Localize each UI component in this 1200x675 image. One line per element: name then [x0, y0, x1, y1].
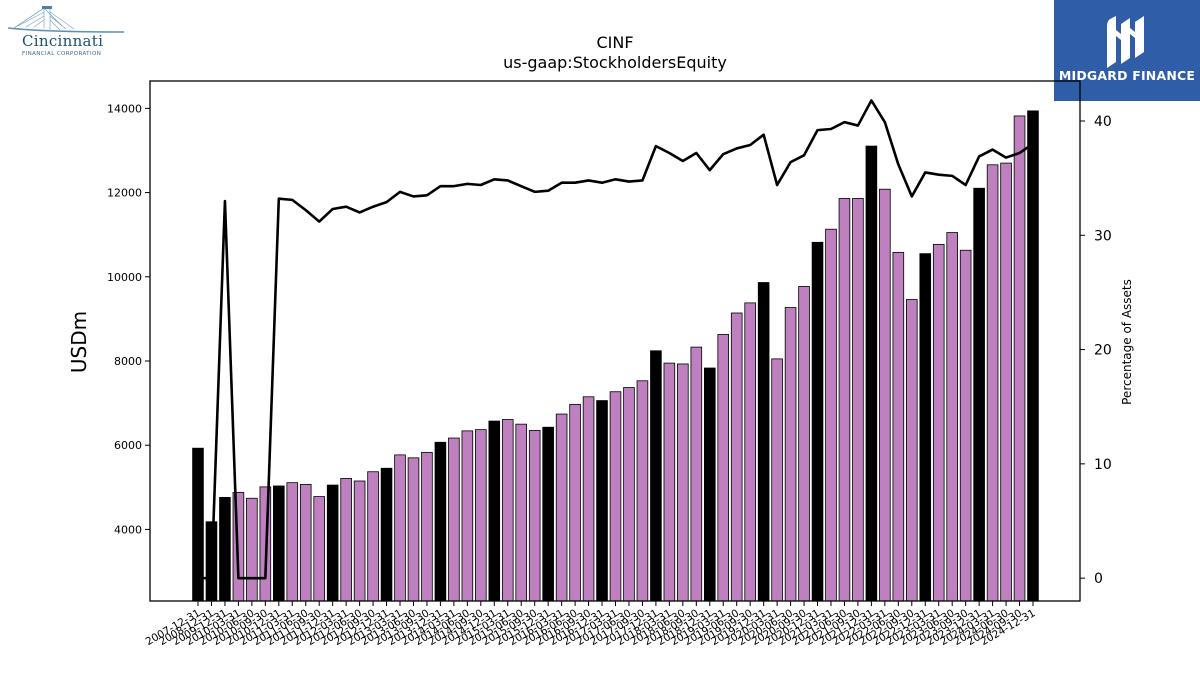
bar: [326, 484, 339, 602]
bar: [515, 423, 528, 602]
bar: [623, 387, 635, 602]
bar: [609, 391, 622, 602]
plot-frame: [149, 80, 1081, 602]
bar: [246, 497, 258, 602]
chart-subtitle: us-gaap:StockholdersEquity: [503, 53, 727, 72]
x-axis: 2007-12-312008-12-312009-12-312010-03-31…: [144, 601, 1038, 648]
y2-tick-label: 40: [1094, 114, 1112, 130]
bar: [421, 451, 433, 602]
bar: [596, 400, 608, 602]
bar: [852, 198, 864, 602]
left-logo-subtitle: FINANCIAL CORPORATION: [22, 51, 102, 57]
bar: [730, 312, 743, 602]
bar: [919, 253, 932, 602]
y2-tick-label: 10: [1094, 457, 1112, 473]
left-logo-name: Cincinnati: [22, 32, 104, 50]
bar: [367, 471, 379, 602]
bar: [407, 457, 420, 602]
y-tick-label: 14000: [107, 102, 142, 115]
bar: [663, 362, 676, 602]
bar: [394, 454, 406, 602]
bar: [448, 437, 460, 602]
y-tick-label: 4000: [114, 523, 142, 536]
bar: [582, 396, 595, 602]
y-axis: 4000 6000 8000 10000 12000 14000: [107, 102, 150, 536]
percentage-line-series: [198, 99, 1034, 580]
bar: [380, 467, 393, 602]
bar: [946, 232, 958, 602]
y-tick-label: 12000: [107, 187, 142, 200]
bar: [299, 483, 312, 602]
bar: [273, 485, 285, 602]
bar: [636, 380, 649, 602]
bar: [650, 350, 662, 602]
bar: [986, 164, 999, 602]
bar: [1000, 162, 1012, 602]
bar: [542, 426, 554, 602]
bar: [973, 187, 985, 602]
bar: [784, 307, 797, 602]
y2-tick-label: 0: [1094, 571, 1103, 587]
y2-axis-label: Percentage of Assets: [1120, 279, 1134, 405]
y-tick-label: 6000: [114, 439, 142, 452]
y-tick-label: 8000: [114, 355, 142, 368]
bar: [340, 478, 352, 602]
bar: [892, 251, 905, 602]
y-axis-label: USDm: [67, 311, 91, 373]
bar: [434, 441, 447, 602]
midgard-mark-icon: [1107, 16, 1144, 68]
bar: [219, 497, 231, 602]
bar: [757, 282, 770, 602]
bar: [286, 482, 299, 602]
bar: [744, 302, 756, 602]
bar: [353, 480, 366, 602]
bar: [771, 358, 783, 602]
bar: [703, 367, 716, 602]
cincinnati-financial-logo: Cincinnati FINANCIAL CORPORATION: [4, 2, 130, 62]
y-tick-label: 10000: [107, 271, 142, 284]
bar: [906, 299, 918, 602]
y2-tick-label: 30: [1094, 228, 1112, 244]
bar: [811, 241, 824, 602]
bridge-icon: [7, 6, 125, 33]
percentage-line: [198, 99, 1034, 580]
bar: [932, 243, 945, 602]
bar: [825, 228, 837, 602]
bar: [461, 430, 474, 602]
bar: [501, 419, 514, 602]
bar: [879, 188, 891, 602]
bar: [569, 403, 581, 602]
bar: [1013, 115, 1026, 602]
bar: [717, 334, 730, 602]
y2-tick-label: 20: [1094, 343, 1112, 359]
bar: [798, 286, 810, 602]
bar: [528, 430, 541, 602]
bar: [488, 420, 501, 602]
midgard-finance-logo: MIDGARD FINANCE: [1054, 0, 1200, 101]
chart-title: CINF: [596, 33, 633, 52]
bar-series: [192, 110, 1039, 602]
bar: [865, 145, 878, 602]
bar: [313, 496, 325, 602]
bar: [1027, 110, 1039, 602]
bar: [475, 429, 487, 602]
bar: [959, 249, 972, 602]
bar: [677, 363, 689, 602]
right-logo-name: MIDGARD FINANCE: [1058, 68, 1196, 83]
bar: [838, 198, 851, 602]
bar: [690, 346, 703, 602]
y2-axis: 0 10 20 30 40: [1080, 114, 1112, 587]
bar: [555, 413, 568, 602]
